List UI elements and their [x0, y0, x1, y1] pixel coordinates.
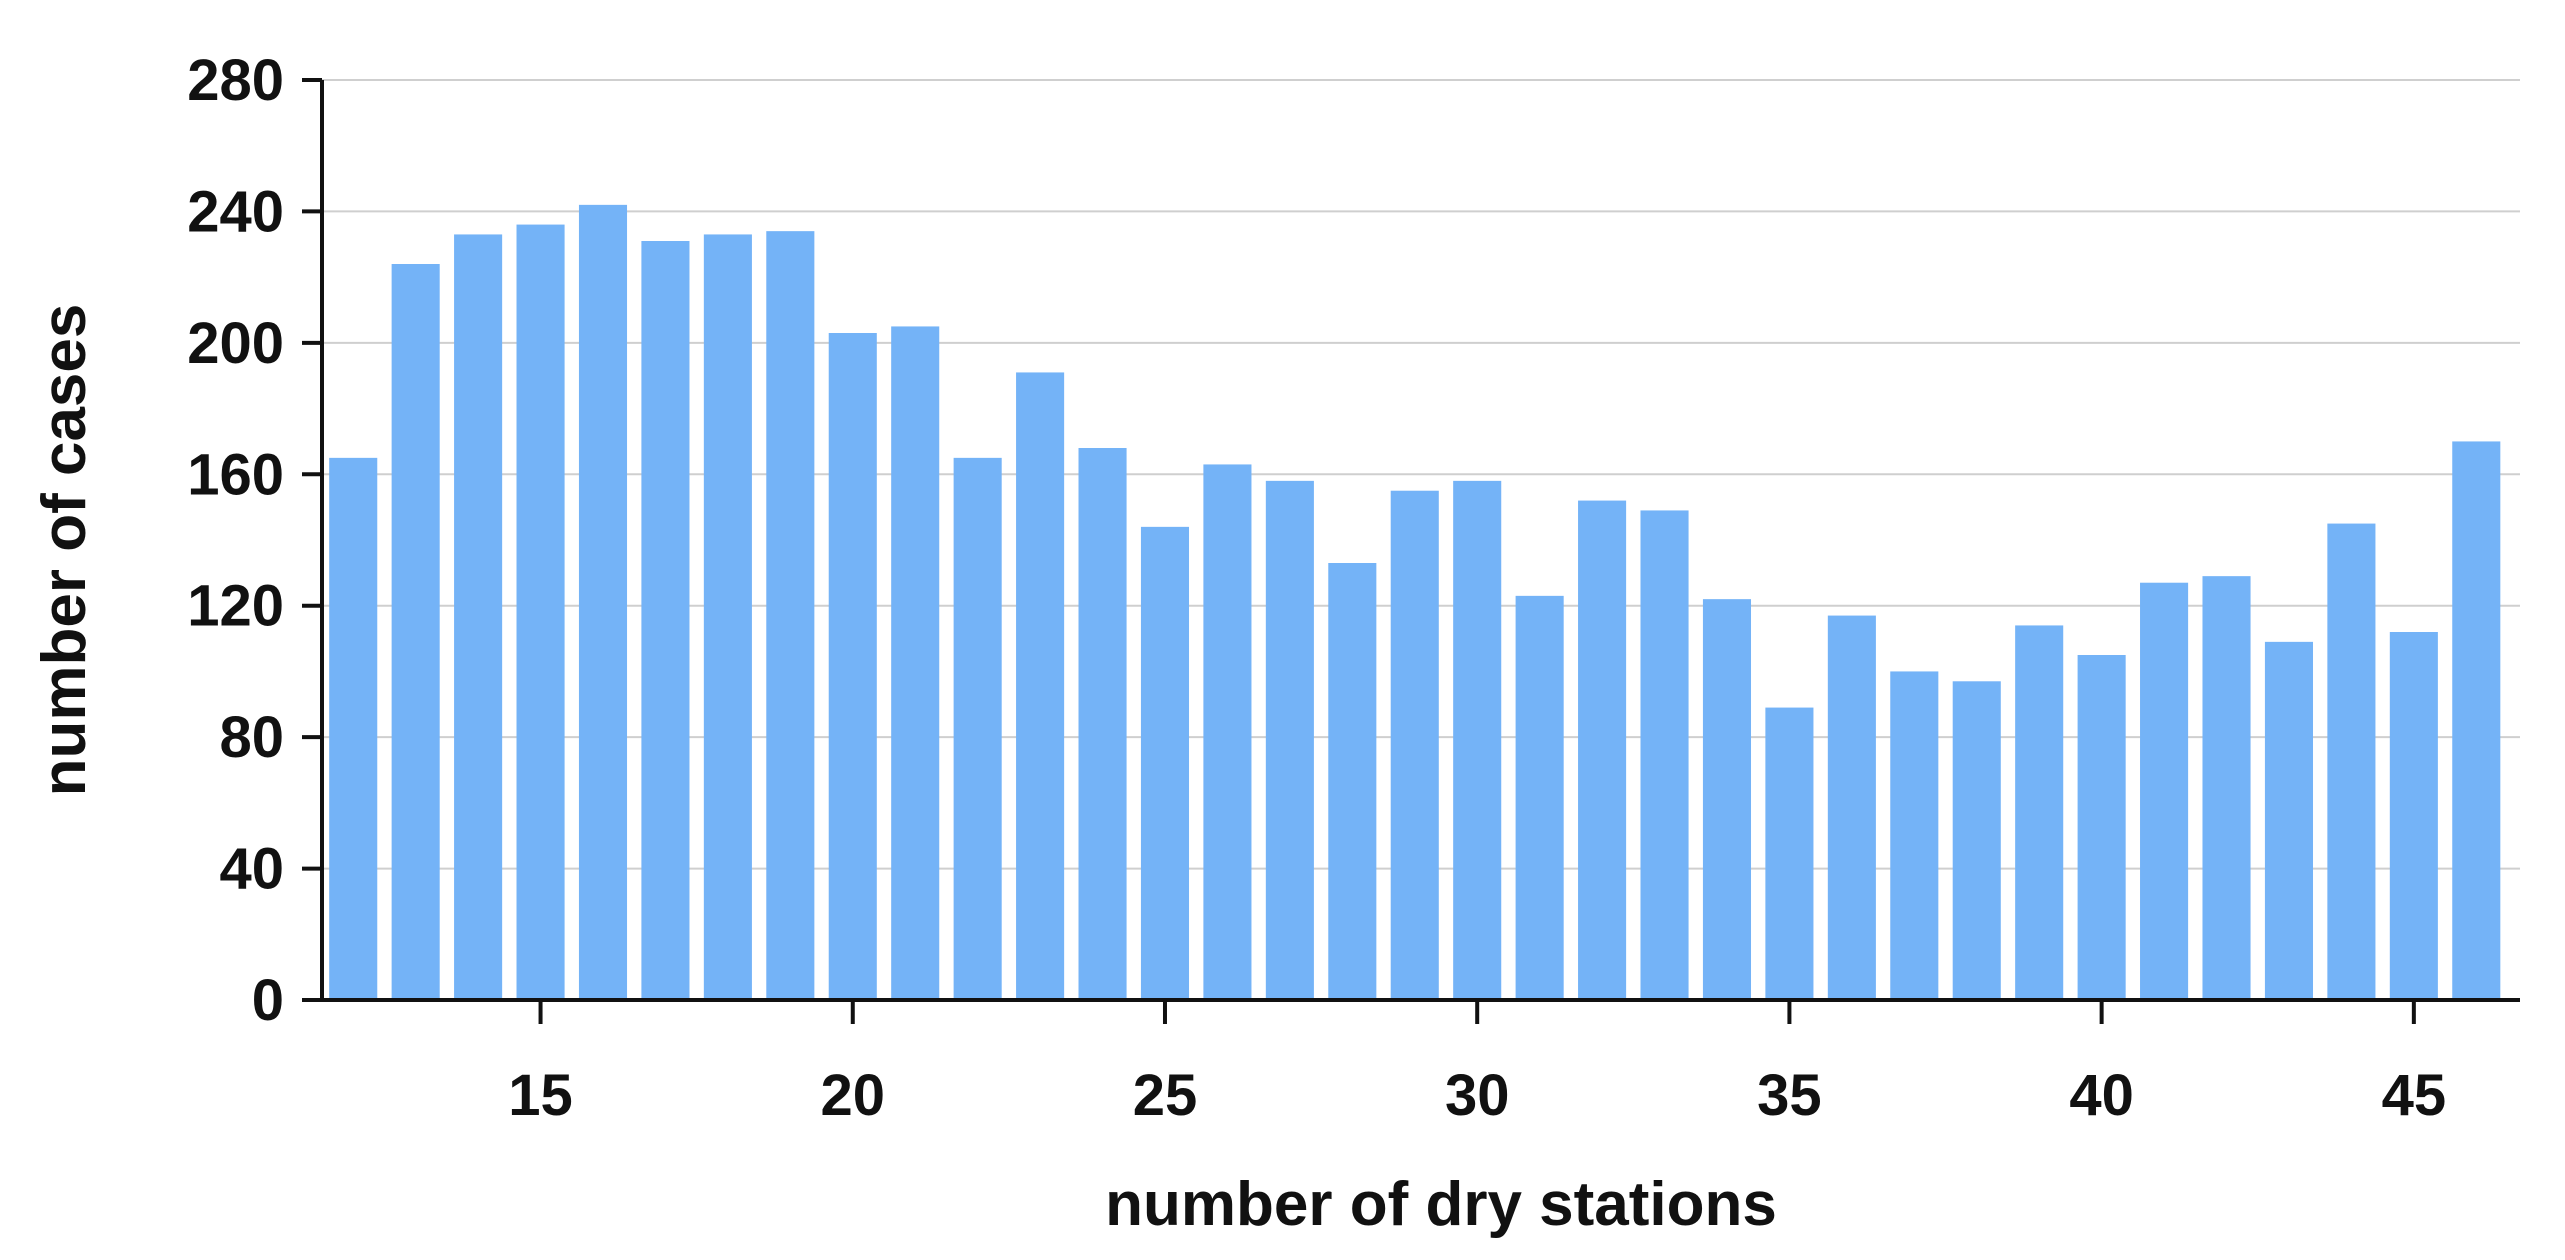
bar [2140, 582, 2189, 1000]
bars [329, 204, 2501, 1001]
y-tick-label: 120 [187, 574, 284, 639]
bar [1203, 464, 1252, 1000]
bar [2202, 576, 2251, 1000]
bar [578, 204, 628, 1000]
y-tick-label: 200 [187, 311, 284, 376]
bar [329, 457, 378, 1000]
bar [1890, 671, 1939, 1000]
bar [2389, 632, 2438, 1000]
x-tick-label: 40 [2069, 1063, 2134, 1128]
bar [1765, 707, 1814, 1000]
bar [953, 457, 1002, 1000]
bar [2327, 523, 2376, 1000]
bar [891, 326, 940, 1000]
y-ticks: 0 40 80 120 160 200 240 280 [187, 48, 322, 1033]
bar [2015, 625, 2064, 1000]
x-tick-label: 45 [2382, 1063, 2447, 1128]
bar [1140, 526, 1190, 1000]
bar [2264, 641, 2314, 1000]
bar [828, 333, 877, 1000]
y-tick-label: 240 [187, 179, 284, 244]
y-axis-title: number of cases [30, 304, 99, 797]
x-tick-label: 20 [821, 1063, 886, 1128]
y-tick-label: 80 [219, 705, 284, 770]
bar [516, 224, 565, 1001]
bar [703, 234, 752, 1000]
x-tick-label: 15 [508, 1063, 573, 1128]
bar [1078, 448, 1127, 1000]
bar [1016, 372, 1065, 1000]
axes [302, 80, 2520, 1002]
bar [2077, 655, 2126, 1000]
bar [1702, 599, 1752, 1000]
bar [454, 234, 503, 1000]
bar [391, 264, 440, 1000]
bar [1265, 480, 1314, 1000]
bar [1827, 615, 1876, 1000]
bar [766, 231, 815, 1001]
y-tick-label: 40 [219, 837, 284, 902]
x-tick-label: 30 [1445, 1063, 1510, 1128]
bar [2452, 441, 2501, 1000]
x-axis-title: number of dry stations [1105, 1170, 1777, 1239]
bar [1453, 480, 1502, 1000]
bar [1390, 490, 1439, 1000]
x-ticks: 15 20 25 30 35 40 45 [508, 1000, 2446, 1128]
x-tick-label: 35 [1757, 1063, 1822, 1128]
bar [1515, 595, 1564, 1000]
bar [1640, 510, 1689, 1000]
y-tick-label: 0 [252, 968, 284, 1033]
y-tick-label: 280 [187, 48, 284, 113]
x-tick-label: 25 [1133, 1063, 1198, 1128]
bar [1952, 681, 2001, 1000]
bar [641, 241, 690, 1000]
bar [1578, 500, 1627, 1000]
bar [1328, 563, 1377, 1000]
y-tick-label: 160 [187, 442, 284, 507]
